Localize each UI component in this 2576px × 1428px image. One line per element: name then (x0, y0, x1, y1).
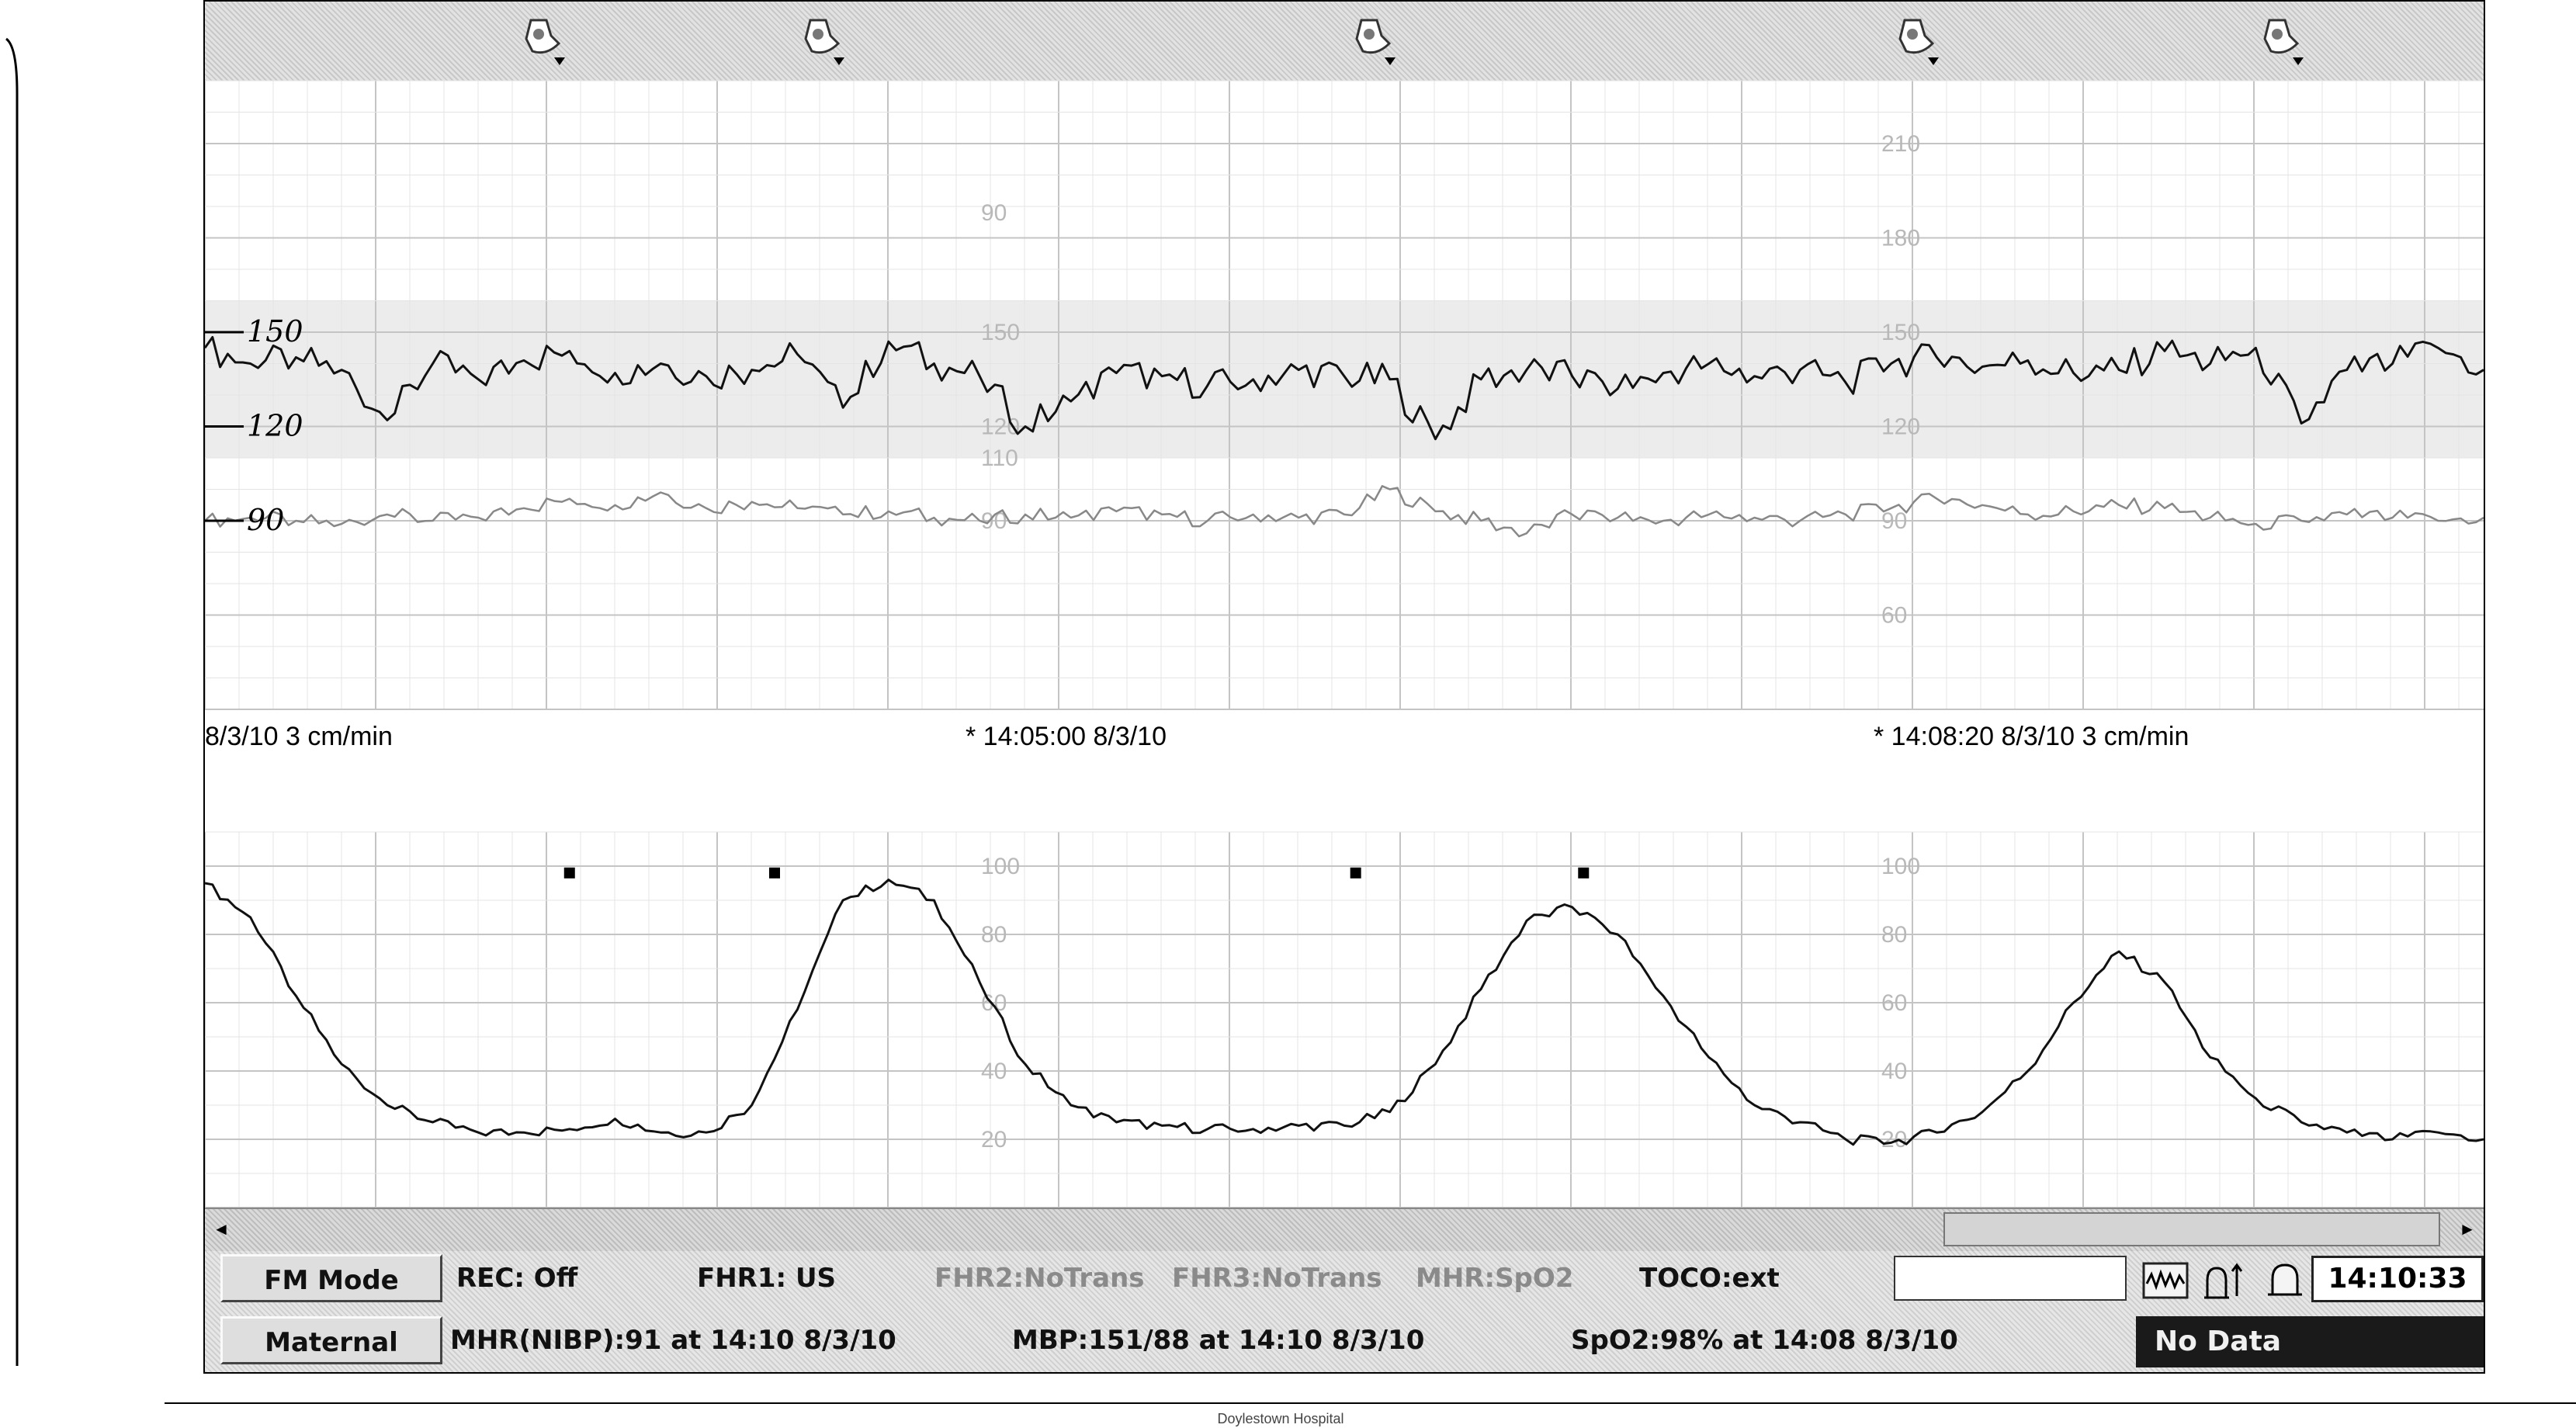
transducer-icon[interactable] (795, 12, 849, 70)
tick-label: 150 (1881, 320, 1920, 345)
tick-label: 60 (1881, 603, 1907, 629)
tick-label: 90 (981, 508, 1007, 534)
spo2-status: SpO2:98% at 14:08 8/3/10 (1571, 1325, 1958, 1356)
tick-label: 110 (981, 445, 1018, 471)
footer-rule (165, 1402, 2576, 1404)
tick-label: 40 (981, 1059, 1007, 1084)
tick-label: 20 (1881, 1127, 1907, 1152)
mhr-spo2-status: MHR:SpO2 (1416, 1263, 1574, 1294)
tick-label: 100 (1881, 854, 1920, 879)
trace-display-icon[interactable] (2142, 1257, 2190, 1304)
mhr-nibp-status: MHR(NIBP):91 at 14:10 8/3/10 (450, 1325, 896, 1356)
normal-range-band (205, 300, 2484, 458)
no-data-panel: No Data (2136, 1316, 2484, 1367)
clock-display: 14:10:33 (2311, 1256, 2484, 1302)
toco-trace-line (205, 879, 2484, 1146)
tick-label: 150 (981, 320, 1020, 345)
scroll-thumb[interactable] (1943, 1212, 2440, 1246)
footer-text: Doylestown Hospital (1217, 1411, 1344, 1426)
transducer-icon[interactable] (1346, 12, 1400, 70)
transducer-icon[interactable] (2254, 12, 2308, 70)
tick-label: 60 (1881, 990, 1907, 1016)
transducer-icon[interactable] (515, 12, 570, 70)
tick-label: 120 (1881, 414, 1920, 440)
toco-status: TOCO:ext (1639, 1263, 1780, 1294)
tick-label: 20 (981, 1127, 1007, 1152)
fetal-monitor-window: 110 90 150 120 90 210 180 150 120 90 60 100 80 60 40 20… (203, 0, 2485, 1374)
timestamp-annotation: 8/3/10 3 cm/min (205, 722, 393, 751)
alarm-arrows-icon[interactable] (2201, 1257, 2252, 1304)
status-panel: FM Mode REC: Off FHR1: US FHR2:NoTrans F… (205, 1251, 2484, 1372)
maternal-button[interactable]: Maternal (220, 1316, 442, 1364)
tick-label: 100 (981, 854, 1020, 879)
empty-status-box (1894, 1256, 2127, 1301)
event-marker (1578, 867, 1590, 879)
tick-label: 180 (1881, 226, 1920, 251)
fhr-trace-line (205, 336, 2484, 441)
event-marker (563, 867, 575, 879)
timestamp-annotation: * 14:08:20 8/3/10 3 cm/min (1874, 722, 2189, 751)
tick-label: 90 (1881, 508, 1907, 534)
handwritten-annotation: 120 (247, 409, 303, 443)
rec-status: REC: Off (456, 1263, 578, 1294)
bell-icon[interactable] (2265, 1257, 2305, 1304)
timestamp-annotation: * 14:05:00 8/3/10 (966, 722, 1167, 751)
page-edge-bracket (5, 37, 19, 1366)
fhr1-status: FHR1: US (697, 1263, 837, 1294)
mbp-status: MBP:151/88 at 14:10 8/3/10 (1012, 1325, 1425, 1356)
fhr3-status: FHR3:NoTrans (1172, 1263, 1382, 1294)
mhr-trace-line (205, 485, 2484, 538)
tick-label: 210 (1881, 131, 1920, 157)
event-marker (1350, 867, 1361, 879)
tick-label: 90 (981, 200, 1007, 226)
tick-label: 80 (1881, 922, 1907, 948)
handwritten-annotation: 150 (247, 314, 303, 348)
tick-label: 40 (1881, 1059, 1907, 1084)
transducer-icon[interactable] (1889, 12, 1943, 70)
strip-chart: 110 90 150 120 90 210 180 150 120 90 60 100 80 60 40 20… (205, 80, 2484, 1208)
horizontal-scrollbar[interactable]: ◄ ► (205, 1208, 2484, 1253)
tick-label: 80 (981, 922, 1007, 948)
transducer-strip (205, 2, 2484, 81)
fhr2-status: FHR2:NoTrans (934, 1263, 1145, 1294)
scroll-right-arrow-icon[interactable]: ► (2459, 1219, 2476, 1239)
event-marker (769, 867, 780, 879)
scroll-left-arrow-icon[interactable]: ◄ (213, 1219, 230, 1239)
fm-mode-button[interactable]: FM Mode (220, 1254, 442, 1302)
handwritten-annotation: 90 (247, 503, 284, 537)
